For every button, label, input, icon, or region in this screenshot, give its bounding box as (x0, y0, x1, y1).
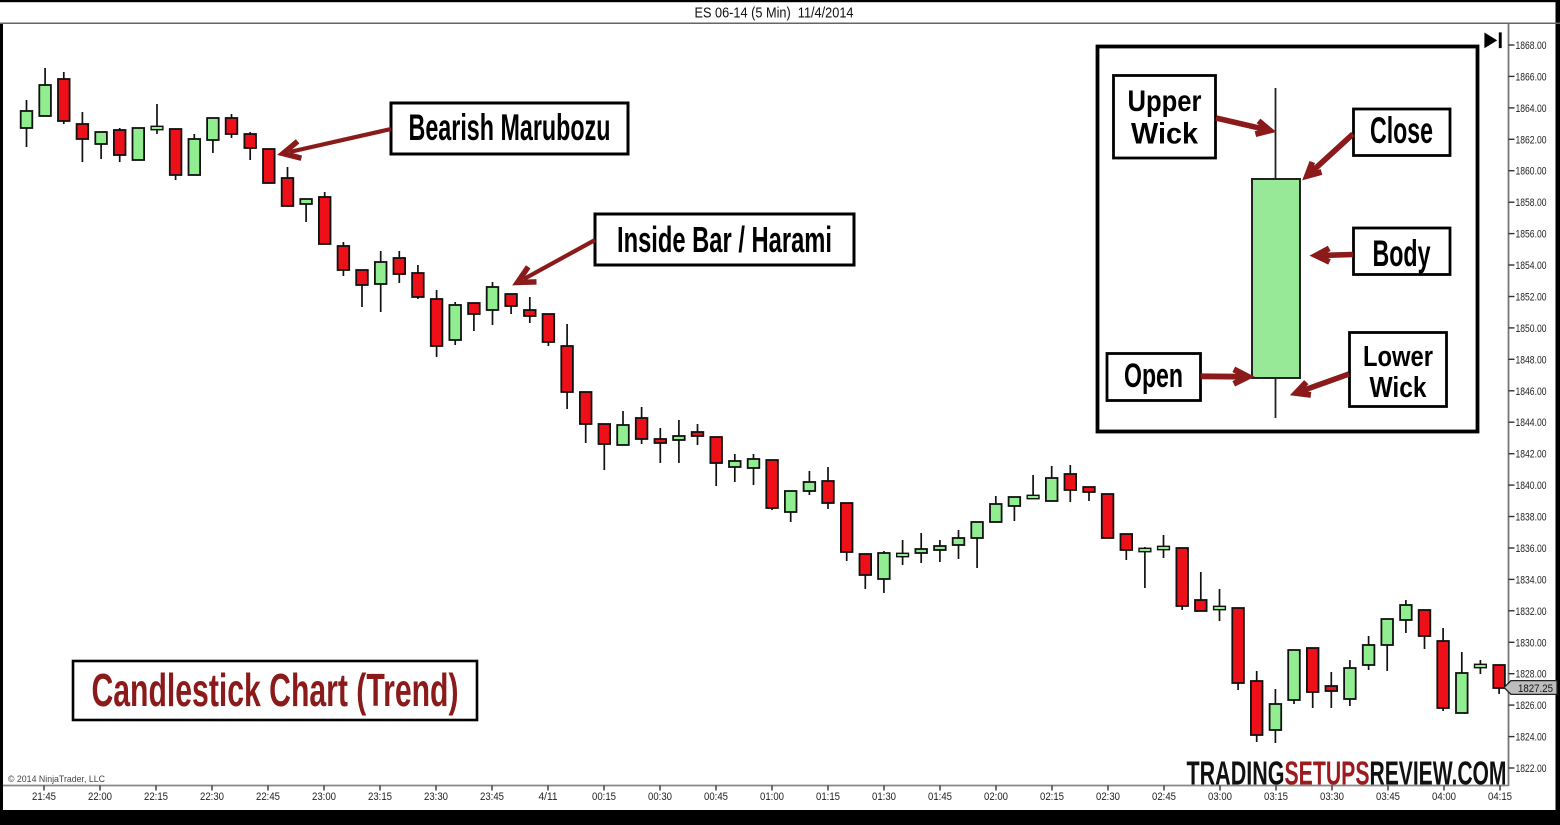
svg-text:23:00: 23:00 (312, 791, 336, 803)
svg-text:1860.00: 1860.00 (1516, 166, 1547, 178)
svg-text:04:15: 04:15 (1488, 791, 1512, 803)
svg-text:03:30: 03:30 (1320, 791, 1344, 803)
svg-text:1830.00: 1830.00 (1516, 637, 1547, 649)
svg-text:1834.00: 1834.00 (1516, 574, 1547, 586)
svg-text:1858.00: 1858.00 (1516, 197, 1547, 209)
svg-text:03:45: 03:45 (1376, 791, 1400, 803)
svg-text:Body: Body (1373, 233, 1431, 274)
svg-text:22:45: 22:45 (256, 791, 280, 803)
svg-text:1836.00: 1836.00 (1516, 543, 1547, 555)
svg-text:TRADING: TRADING (1187, 755, 1285, 792)
svg-text:1852.00: 1852.00 (1516, 292, 1547, 304)
svg-text:00:45: 00:45 (704, 791, 728, 803)
svg-text:1828.00: 1828.00 (1516, 669, 1547, 681)
svg-text:© 2014 NinjaTrader, LLC: © 2014 NinjaTrader, LLC (8, 774, 105, 784)
svg-text:Open: Open (1124, 357, 1183, 395)
svg-text:23:45: 23:45 (480, 791, 504, 803)
svg-text:Lower: Lower (1363, 341, 1433, 373)
svg-text:Upper: Upper (1128, 85, 1202, 118)
svg-text:1838.00: 1838.00 (1516, 512, 1547, 524)
svg-text:Bearish Marubozu: Bearish Marubozu (409, 107, 611, 148)
svg-text:03:00: 03:00 (1208, 791, 1232, 803)
svg-text:02:30: 02:30 (1096, 791, 1120, 803)
svg-text:4/11: 4/11 (539, 791, 558, 803)
svg-text:01:00: 01:00 (760, 791, 784, 803)
svg-text:23:15: 23:15 (368, 791, 392, 803)
svg-text:1854.00: 1854.00 (1516, 260, 1547, 272)
svg-text:02:45: 02:45 (1152, 791, 1176, 803)
svg-text:01:30: 01:30 (872, 791, 896, 803)
svg-text:1822.00: 1822.00 (1516, 763, 1547, 775)
svg-text:02:00: 02:00 (984, 791, 1008, 803)
svg-text:1856.00: 1856.00 (1516, 229, 1547, 241)
svg-text:1846.00: 1846.00 (1516, 386, 1547, 398)
svg-text:1848.00: 1848.00 (1516, 354, 1547, 366)
svg-text:03:15: 03:15 (1264, 791, 1288, 803)
svg-text:23:30: 23:30 (424, 791, 448, 803)
svg-text:Inside Bar / Harami: Inside Bar / Harami (617, 219, 832, 260)
svg-text:00:30: 00:30 (648, 791, 672, 803)
svg-text:1850.00: 1850.00 (1516, 323, 1547, 335)
svg-text:1824.00: 1824.00 (1516, 732, 1547, 744)
svg-text:1864.00: 1864.00 (1516, 103, 1547, 115)
svg-text:1866.00: 1866.00 (1516, 71, 1547, 83)
svg-text:1840.00: 1840.00 (1516, 480, 1547, 492)
svg-text:1827.25: 1827.25 (1518, 683, 1553, 695)
svg-text:22:00: 22:00 (88, 791, 112, 803)
svg-text:04:00: 04:00 (1432, 791, 1456, 803)
svg-text:Candlestick Chart (Trend): Candlestick Chart (Trend) (92, 664, 459, 716)
svg-text:1832.00: 1832.00 (1516, 606, 1547, 618)
svg-text:1842.00: 1842.00 (1516, 449, 1547, 461)
svg-text:1862.00: 1862.00 (1516, 134, 1547, 146)
svg-text:Wick: Wick (1131, 118, 1198, 151)
svg-text:Wick: Wick (1370, 372, 1428, 404)
svg-text:00:15: 00:15 (592, 791, 616, 803)
svg-text:SETUPS: SETUPS (1285, 755, 1370, 792)
svg-text:Close: Close (1370, 110, 1433, 151)
svg-text:1868.00: 1868.00 (1516, 40, 1547, 52)
svg-text:01:45: 01:45 (928, 791, 952, 803)
svg-text:1826.00: 1826.00 (1516, 700, 1547, 712)
svg-text:1844.00: 1844.00 (1516, 417, 1547, 429)
svg-text:22:15: 22:15 (144, 791, 168, 803)
svg-text:ES 06-14 (5 Min) 11/4/2014: ES 06-14 (5 Min) 11/4/2014 (695, 6, 854, 22)
svg-text:02:15: 02:15 (1040, 791, 1064, 803)
svg-text:22:30: 22:30 (200, 791, 224, 803)
svg-text:REVIEW.COM: REVIEW.COM (1370, 755, 1507, 792)
svg-text:21:45: 21:45 (32, 791, 56, 803)
svg-text:01:15: 01:15 (816, 791, 840, 803)
